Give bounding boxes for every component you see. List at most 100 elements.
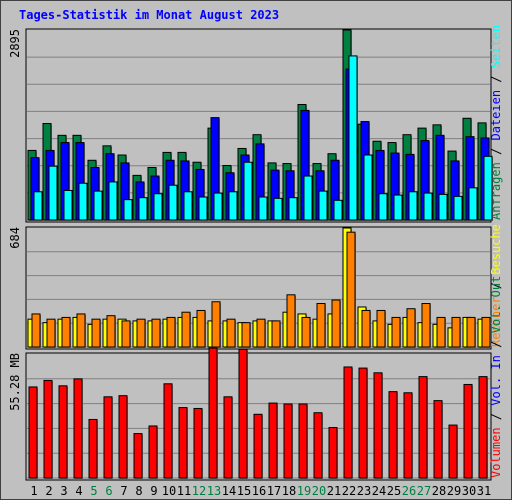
bar-seiten xyxy=(453,195,463,221)
bar-rechner xyxy=(226,318,236,348)
x-tick-label: 26 xyxy=(402,484,416,498)
bar-seiten xyxy=(183,191,193,221)
bar-rechner xyxy=(31,313,41,348)
bar-vol-in xyxy=(103,396,113,479)
x-tick-label: 29 xyxy=(447,484,461,498)
bar-vol-in xyxy=(268,402,278,479)
bar-vol-in xyxy=(73,378,83,479)
x-tick-label: 24 xyxy=(372,484,386,498)
panel-visits-ymax-label: 684 xyxy=(8,227,22,249)
bar-rechner xyxy=(376,309,386,348)
bar-rechner xyxy=(361,309,371,348)
bar-seiten xyxy=(228,191,238,221)
panel-volume-legend-label: Volumen / Vol. In / Vol. Out xyxy=(489,276,503,478)
bar-seiten xyxy=(318,190,328,221)
bar-vol-in xyxy=(358,367,368,479)
bar-seiten xyxy=(303,175,313,221)
legend-part: Vol. Out xyxy=(489,276,503,334)
x-tick-label: 13 xyxy=(207,484,221,498)
bar-vol-in xyxy=(223,396,233,479)
bar-vol-in xyxy=(283,403,293,479)
bar-vol-in xyxy=(88,418,98,479)
x-tick-label: 21 xyxy=(327,484,341,498)
bar-rechner xyxy=(46,318,56,348)
bar-vol-in xyxy=(238,348,248,479)
bar-seiten xyxy=(108,181,118,221)
bar-vol-in xyxy=(448,424,458,479)
bar-seiten xyxy=(198,196,208,221)
x-tick-label: 5 xyxy=(90,484,97,498)
bar-rechner xyxy=(76,313,86,348)
bar-vol-in xyxy=(388,391,398,479)
x-tick-label: 3 xyxy=(60,484,67,498)
bar-seiten xyxy=(438,193,448,221)
bar-vol-in xyxy=(28,386,38,479)
x-tick-label: 16 xyxy=(252,484,266,498)
bar-vol-in xyxy=(343,366,353,479)
bar-seiten xyxy=(423,192,433,221)
x-tick-label: 20 xyxy=(312,484,326,498)
x-tick-label: 28 xyxy=(432,484,446,498)
x-tick-label: 17 xyxy=(267,484,281,498)
bar-seiten xyxy=(483,155,493,221)
bar-seiten xyxy=(348,55,358,221)
bar-rechner xyxy=(271,320,281,348)
bar-seiten xyxy=(153,193,163,221)
bar-seiten xyxy=(213,192,223,221)
bar-vol-in xyxy=(418,376,428,479)
bar-rechner xyxy=(466,316,476,348)
legend-part: Dateien xyxy=(489,90,503,141)
legend-part: / xyxy=(489,406,503,428)
bar-seiten xyxy=(93,190,103,221)
legend-part: Volumen xyxy=(489,427,503,478)
bar-rechner xyxy=(136,318,146,348)
x-tick-label: 25 xyxy=(387,484,401,498)
bar-vol-in xyxy=(193,407,203,479)
bar-rechner xyxy=(286,294,296,348)
bar-rechner xyxy=(166,316,176,348)
legend-part: Rechner xyxy=(489,296,503,347)
panel-hits-ymax-label: 2895 xyxy=(8,29,22,58)
bar-rechner xyxy=(181,311,191,348)
bar-rechner xyxy=(121,320,131,348)
bar-rechner xyxy=(196,309,206,348)
x-tick-label: 2 xyxy=(45,484,52,498)
bar-rechner xyxy=(481,316,491,348)
bar-seiten xyxy=(468,187,478,221)
x-tick-label: 11 xyxy=(177,484,191,498)
bar-rechner xyxy=(331,299,341,348)
bar-seiten xyxy=(258,196,268,221)
x-tick-label: 14 xyxy=(222,484,236,498)
chart-title: Tages-Statistik im Monat August 2023 xyxy=(19,8,280,22)
legend-part: Vol. In xyxy=(489,355,503,406)
bar-vol-in xyxy=(403,392,413,479)
bar-rechner xyxy=(421,303,431,348)
x-tick-label: 4 xyxy=(75,484,82,498)
bar-seiten xyxy=(288,197,298,221)
bar-vol-in xyxy=(58,385,68,479)
bar-rechner xyxy=(406,308,416,348)
x-tick-label: 23 xyxy=(357,484,371,498)
x-tick-label: 12 xyxy=(192,484,206,498)
bar-vol-in xyxy=(208,347,218,479)
bar-seiten xyxy=(33,191,43,221)
bar-vol-in xyxy=(298,403,308,479)
bar-rechner xyxy=(106,315,116,348)
x-tick-label: 22 xyxy=(342,484,356,498)
bar-seiten xyxy=(63,189,73,221)
x-tick-label: 27 xyxy=(417,484,431,498)
bar-vol-in xyxy=(463,383,473,479)
bar-seiten xyxy=(78,182,88,221)
bar-vol-in xyxy=(178,407,188,479)
x-tick-label: 31 xyxy=(477,484,491,498)
bar-vol-in xyxy=(313,412,323,479)
bar-rechner xyxy=(61,316,71,348)
x-tick-label: 7 xyxy=(120,484,127,498)
bar-seiten xyxy=(393,194,403,221)
x-tick-label: 8 xyxy=(135,484,142,498)
bar-rechner xyxy=(211,301,221,348)
x-tick-label: 6 xyxy=(105,484,112,498)
x-tick-label: 18 xyxy=(282,484,296,498)
